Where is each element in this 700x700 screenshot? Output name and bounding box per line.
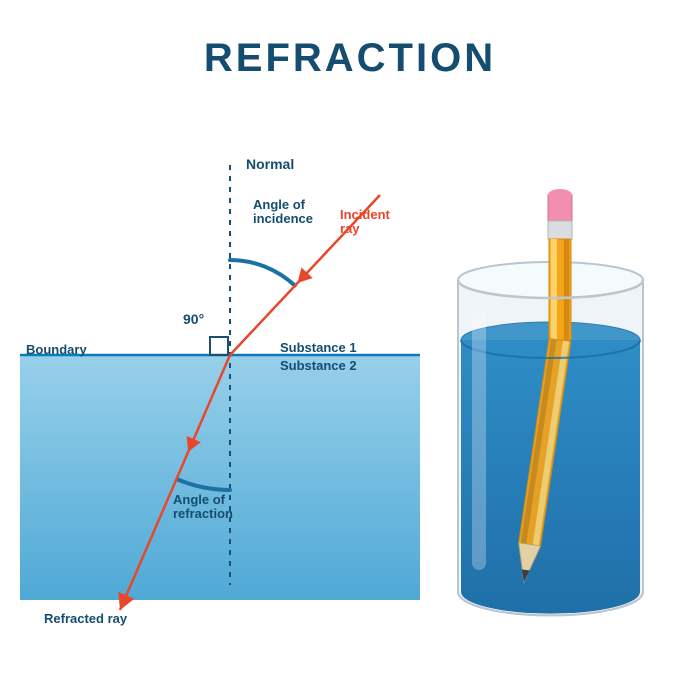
label-angle-refraction: Angle ofrefraction xyxy=(173,493,233,522)
label-incident-ray: Incidentray xyxy=(340,208,390,237)
page-title: REFRACTION xyxy=(0,36,700,81)
label-normal: Normal xyxy=(246,157,294,172)
label-boundary: Boundary xyxy=(26,343,87,357)
label-ninety: 90° xyxy=(183,312,204,327)
label-substance2: Substance 2 xyxy=(280,359,357,373)
label-refracted-ray: Refracted ray xyxy=(44,612,127,626)
label-substance1: Substance 1 xyxy=(280,341,357,355)
label-angle-incidence: Angle ofincidence xyxy=(253,198,313,227)
